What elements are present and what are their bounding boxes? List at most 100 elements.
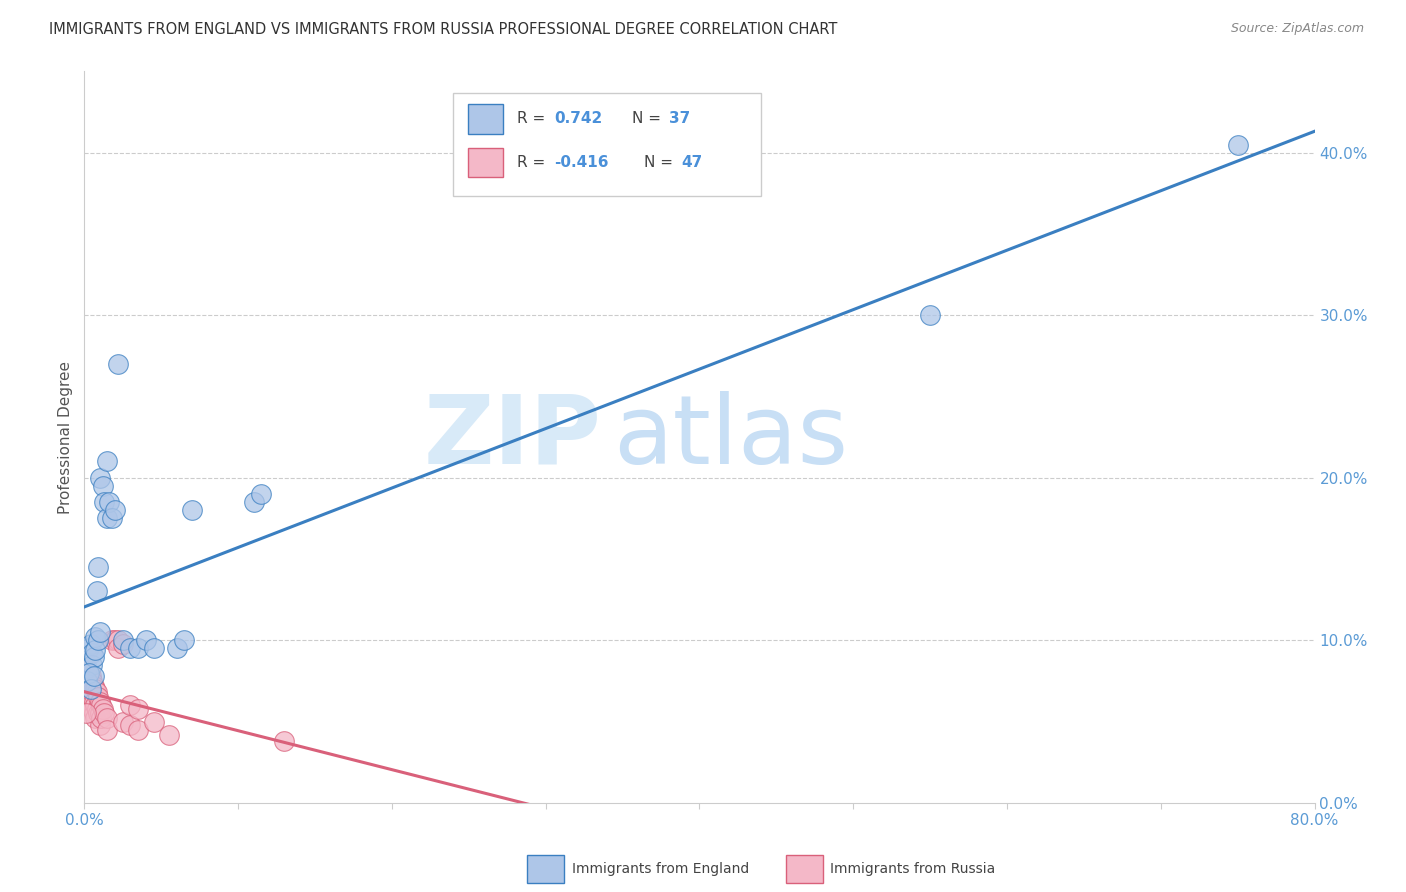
Point <box>98 495 120 509</box>
Text: N =: N = <box>644 155 678 170</box>
Point <box>90 711 112 725</box>
Point <box>84 698 107 713</box>
Point <box>80 685 103 699</box>
Text: R =: R = <box>517 155 551 170</box>
Point <box>89 471 111 485</box>
Point <box>84 681 107 696</box>
Point <box>75 663 97 677</box>
Point <box>89 706 111 721</box>
Point <box>101 633 124 648</box>
Text: 0.742: 0.742 <box>554 112 603 127</box>
Text: Immigrants from Russia: Immigrants from Russia <box>830 862 995 876</box>
Point <box>173 633 195 648</box>
Point <box>920 308 942 322</box>
Point <box>77 665 100 680</box>
FancyBboxPatch shape <box>527 855 564 883</box>
Text: atlas: atlas <box>613 391 848 483</box>
Point <box>142 714 165 729</box>
Point <box>157 727 180 741</box>
Point <box>76 685 98 699</box>
Point <box>79 679 101 693</box>
Text: Immigrants from England: Immigrants from England <box>572 862 749 876</box>
Point <box>111 714 134 729</box>
FancyBboxPatch shape <box>786 855 823 883</box>
Point <box>80 646 103 660</box>
Point <box>107 633 129 648</box>
Point <box>120 698 142 713</box>
FancyBboxPatch shape <box>468 104 503 134</box>
FancyBboxPatch shape <box>454 94 761 195</box>
Point <box>87 690 110 705</box>
Point <box>83 679 105 693</box>
Point <box>77 641 100 656</box>
Text: ZIP: ZIP <box>423 391 602 483</box>
Point <box>77 665 100 680</box>
Point <box>76 679 98 693</box>
Point <box>89 718 111 732</box>
Point <box>273 734 295 748</box>
Point <box>135 633 157 648</box>
Point <box>83 649 105 664</box>
Point <box>79 636 101 650</box>
Point <box>76 669 98 683</box>
Point <box>87 633 110 648</box>
Point <box>91 479 114 493</box>
Y-axis label: Professional Degree: Professional Degree <box>58 360 73 514</box>
Point <box>77 698 100 713</box>
Point <box>111 636 134 650</box>
Text: 47: 47 <box>681 155 702 170</box>
Point <box>127 641 149 656</box>
Point <box>96 723 118 737</box>
Point <box>107 357 129 371</box>
Point <box>80 673 103 688</box>
Point <box>83 706 105 721</box>
Point <box>93 495 115 509</box>
Point <box>86 701 108 715</box>
Point <box>86 584 108 599</box>
Point <box>91 701 114 715</box>
Point <box>84 711 107 725</box>
Point <box>80 657 103 672</box>
Point <box>89 625 111 640</box>
Point <box>77 690 100 705</box>
Point <box>77 673 100 688</box>
Point <box>84 643 107 657</box>
Point <box>93 706 115 721</box>
Point <box>79 681 101 696</box>
Text: 37: 37 <box>669 112 690 127</box>
Point <box>104 633 127 648</box>
Point <box>89 695 111 709</box>
Point <box>87 560 110 574</box>
Point <box>84 630 107 644</box>
Point <box>83 669 105 683</box>
Point <box>86 685 108 699</box>
Text: N =: N = <box>631 112 665 127</box>
Point <box>96 511 118 525</box>
Point <box>79 690 101 705</box>
Point <box>120 641 142 656</box>
Text: -0.416: -0.416 <box>554 155 609 170</box>
Point <box>83 695 105 709</box>
Point <box>96 454 118 468</box>
Point <box>107 641 129 656</box>
Point <box>87 706 110 721</box>
Point <box>76 661 98 675</box>
Point <box>80 701 103 715</box>
Text: Source: ZipAtlas.com: Source: ZipAtlas.com <box>1230 22 1364 36</box>
Point <box>120 718 142 732</box>
Point <box>250 487 273 501</box>
Point <box>242 495 264 509</box>
Point <box>127 723 149 737</box>
Point <box>181 503 204 517</box>
Point <box>79 669 101 683</box>
Text: IMMIGRANTS FROM ENGLAND VS IMMIGRANTS FROM RUSSIA PROFESSIONAL DEGREE CORRELATIO: IMMIGRANTS FROM ENGLAND VS IMMIGRANTS FR… <box>49 22 838 37</box>
Point <box>96 711 118 725</box>
Point <box>90 698 112 713</box>
Point <box>75 706 97 721</box>
Point <box>104 503 127 517</box>
Text: R =: R = <box>517 112 551 127</box>
Point <box>142 641 165 656</box>
Point <box>76 673 98 688</box>
Point <box>101 511 124 525</box>
FancyBboxPatch shape <box>468 148 503 178</box>
